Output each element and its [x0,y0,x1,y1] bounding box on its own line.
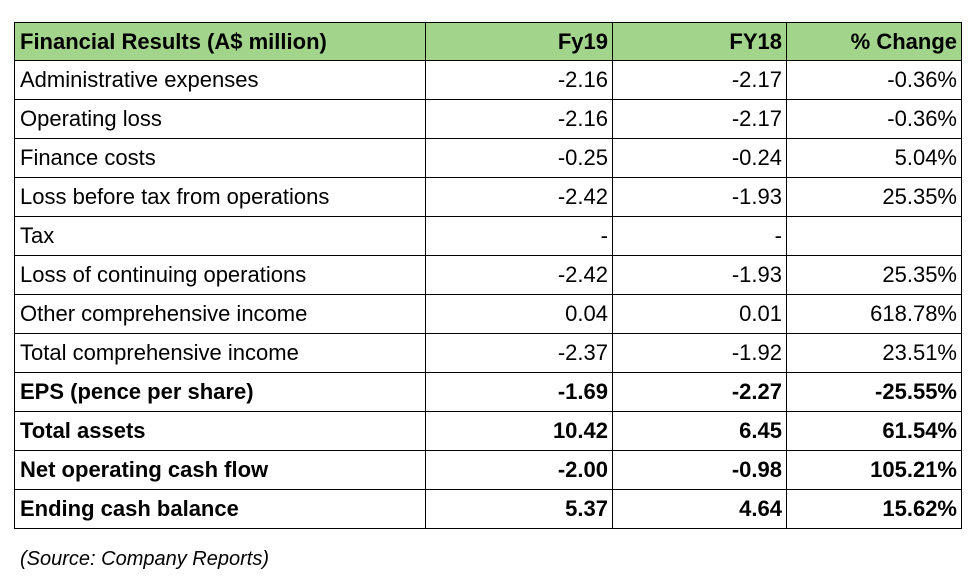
row-change-value: -0.36% [786,99,962,139]
table-row: Net operating cash flow -2.00 -0.98 105.… [14,450,962,490]
table-row: Total comprehensive income -2.37 -1.92 2… [14,333,962,373]
row-fy19-value: -2.00 [425,450,613,490]
row-change-value: 5.04% [786,138,962,178]
table-row: Other comprehensive income 0.04 0.01 618… [14,294,962,334]
row-change-value: 105.21% [786,450,962,490]
row-label: Loss of continuing operations [14,255,426,295]
row-label: Loss before tax from operations [14,177,426,217]
row-fy19-value: 10.42 [425,411,613,451]
row-change-value: 25.35% [786,255,962,295]
table-row: Tax - - [14,216,962,256]
row-fy19-value: -2.42 [425,255,613,295]
row-fy18-value: 6.45 [612,411,787,451]
header-percent-change: % Change [786,22,962,61]
row-change-value: 23.51% [786,333,962,373]
row-label: Total assets [14,411,426,451]
row-change-value: -25.55% [786,372,962,412]
row-fy18-value: -2.17 [612,60,787,100]
row-change-value: -0.36% [786,60,962,100]
row-fy18-value: 4.64 [612,489,787,529]
row-fy18-value: 0.01 [612,294,787,334]
row-fy19-value: -1.69 [425,372,613,412]
row-fy19-value: -0.25 [425,138,613,178]
table-row: Operating loss -2.16 -2.17 -0.36% [14,99,962,139]
row-label: Ending cash balance [14,489,426,529]
row-fy18-value: -1.92 [612,333,787,373]
table-row: Loss before tax from operations -2.42 -1… [14,177,962,217]
table-row: Loss of continuing operations -2.42 -1.9… [14,255,962,295]
table-row: Administrative expenses -2.16 -2.17 -0.3… [14,60,962,100]
row-fy18-value: -2.27 [612,372,787,412]
row-label: Other comprehensive income [14,294,426,334]
row-fy18-value: -0.24 [612,138,787,178]
table-row: Finance costs -0.25 -0.24 5.04% [14,138,962,178]
row-fy19-value: -2.42 [425,177,613,217]
row-fy19-value: -2.16 [425,99,613,139]
header-row: Financial Results (A$ million) Fy19 FY18… [14,22,962,61]
row-fy18-value: -1.93 [612,255,787,295]
table-row: EPS (pence per share) -1.69 -2.27 -25.55… [14,372,962,412]
row-label: Total comprehensive income [14,333,426,373]
row-change-value: 15.62% [786,489,962,529]
row-fy19-value: 5.37 [425,489,613,529]
row-label: Administrative expenses [14,60,426,100]
row-change-value: 61.54% [786,411,962,451]
source-note: (Source: Company Reports) [20,548,269,570]
row-label: Finance costs [14,138,426,178]
row-change-value: 618.78% [786,294,962,334]
row-fy19-value: - [425,216,613,256]
row-change-value: 25.35% [786,177,962,217]
row-fy18-value: -0.98 [612,450,787,490]
row-label: Tax [14,216,426,256]
row-change-value [786,216,962,256]
row-fy18-value: - [612,216,787,256]
table-row: Ending cash balance 5.37 4.64 15.62% [14,489,962,529]
row-label: Operating loss [14,99,426,139]
row-label: EPS (pence per share) [14,372,426,412]
financial-results-table: Financial Results (A$ million) Fy19 FY18… [14,22,962,529]
header-fy18: FY18 [612,22,787,61]
row-fy19-value: 0.04 [425,294,613,334]
header-fy19: Fy19 [425,22,613,61]
table-row: Total assets 10.42 6.45 61.54% [14,411,962,451]
row-fy18-value: -1.93 [612,177,787,217]
row-fy19-value: -2.37 [425,333,613,373]
row-label: Net operating cash flow [14,450,426,490]
row-fy19-value: -2.16 [425,60,613,100]
row-fy18-value: -2.17 [612,99,787,139]
header-financial-results: Financial Results (A$ million) [14,22,426,61]
